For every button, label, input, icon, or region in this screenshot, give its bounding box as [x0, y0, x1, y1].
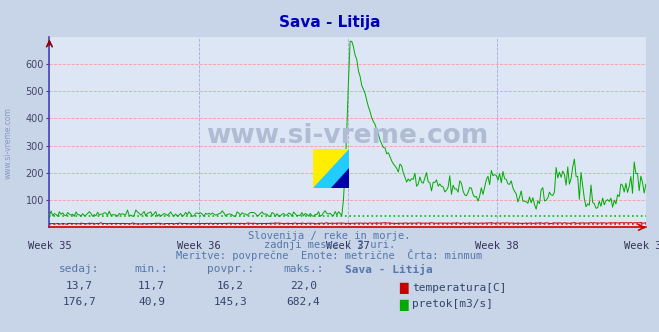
Text: 11,7: 11,7: [138, 281, 165, 290]
Text: 16,2: 16,2: [217, 281, 244, 290]
Polygon shape: [313, 149, 349, 188]
Text: Sava - Litija: Sava - Litija: [279, 15, 380, 30]
Text: pretok[m3/s]: pretok[m3/s]: [412, 299, 493, 309]
Text: Week 37: Week 37: [326, 241, 370, 251]
Text: 13,7: 13,7: [66, 281, 92, 290]
Text: zadnji mesec / 2 uri.: zadnji mesec / 2 uri.: [264, 240, 395, 250]
Text: sedaj:: sedaj:: [59, 264, 100, 274]
Polygon shape: [313, 149, 349, 188]
Text: 145,3: 145,3: [214, 297, 248, 307]
Text: 22,0: 22,0: [290, 281, 316, 290]
Text: Week 38: Week 38: [475, 241, 519, 251]
Text: █: █: [399, 299, 407, 311]
Polygon shape: [331, 169, 349, 188]
Text: min.:: min.:: [134, 264, 169, 274]
Text: 40,9: 40,9: [138, 297, 165, 307]
Text: 176,7: 176,7: [62, 297, 96, 307]
Text: Week 36: Week 36: [177, 241, 220, 251]
Text: Week 35: Week 35: [28, 241, 71, 251]
Text: Slovenija / reke in morje.: Slovenija / reke in morje.: [248, 231, 411, 241]
Text: 682,4: 682,4: [286, 297, 320, 307]
Text: temperatura[C]: temperatura[C]: [412, 283, 506, 293]
Text: Week 39: Week 39: [624, 241, 659, 251]
Text: povpr.:: povpr.:: [207, 264, 254, 274]
Text: █: █: [399, 283, 407, 294]
Text: Meritve: povprečne  Enote: metrične  Črta: minmum: Meritve: povprečne Enote: metrične Črta:…: [177, 249, 482, 261]
Text: maks.:: maks.:: [283, 264, 324, 274]
Text: www.si-vreme.com: www.si-vreme.com: [206, 123, 489, 149]
Text: www.si-vreme.com: www.si-vreme.com: [3, 107, 13, 179]
Text: Sava - Litija: Sava - Litija: [345, 264, 433, 275]
